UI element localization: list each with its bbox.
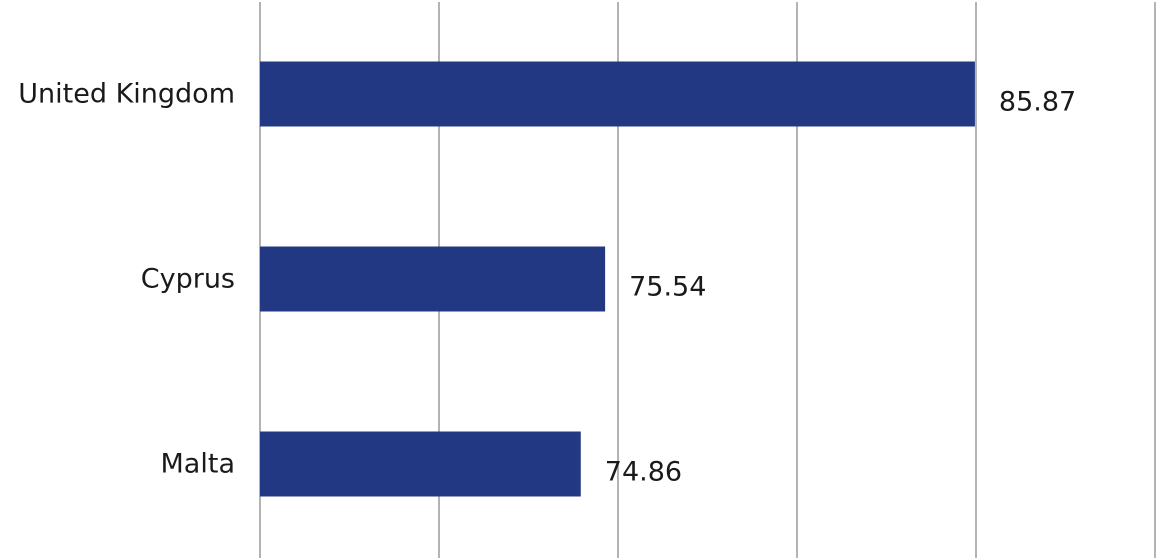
category-label: Cyprus — [141, 264, 235, 295]
value-labels: 85.87 75.54 74.86 — [605, 87, 1076, 488]
category-label: United Kingdom — [18, 79, 235, 110]
category-label: Malta — [161, 449, 235, 480]
bar-malta — [260, 431, 581, 497]
value-label: 74.86 — [605, 457, 682, 488]
bar-cyprus — [260, 246, 606, 312]
category-labels: United Kingdom Cyprus Malta — [18, 79, 235, 480]
bars — [260, 61, 975, 497]
value-label: 85.87 — [999, 87, 1076, 118]
bar-united-kingdom — [260, 61, 975, 127]
value-label: 75.54 — [629, 272, 706, 303]
